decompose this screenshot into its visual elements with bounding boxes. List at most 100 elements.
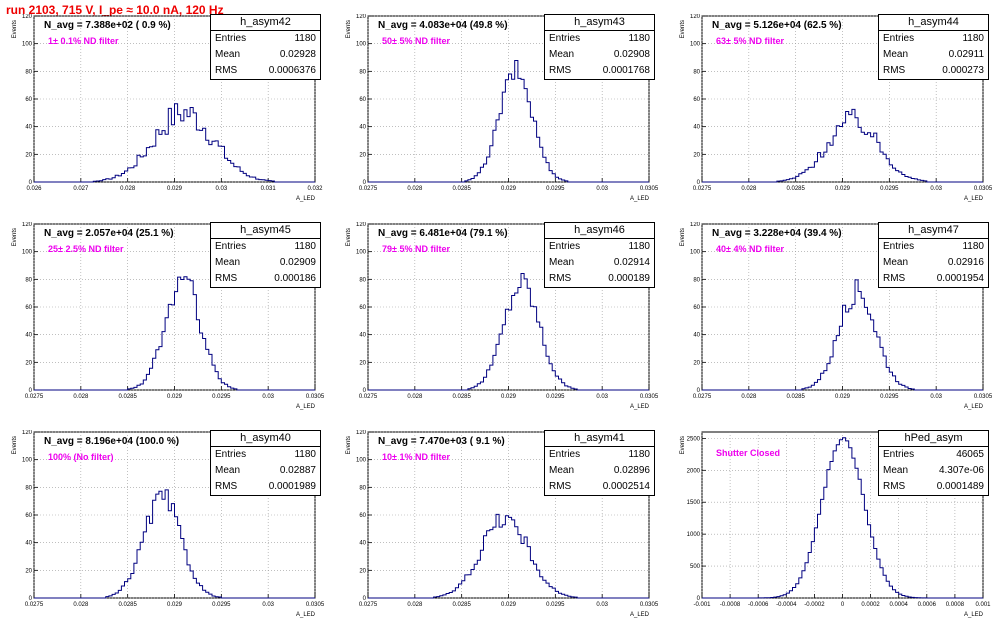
stats-row-rms: RMS 0.0002514 [545,479,654,495]
stats-value: 0.02909 [279,257,316,268]
y-tick-label: 0 [363,596,367,602]
x-tick-label: 0.0295 [546,186,565,192]
stats-value: 1180 [628,241,650,252]
x-tick-label: 0.026 [26,186,42,192]
stats-row-mean: Mean 0.02887 [211,463,320,479]
x-tick-label: 0.0305 [974,186,993,192]
histogram-panel-h_asym41: 0.0275 0.028 0.0285 0.029 0.0295 0.03 0.0305 0 2… [342,430,662,630]
x-tick-label: 0.03 [215,186,227,192]
y-tick-label: 80 [25,485,32,491]
y-tick-label: 100 [690,42,701,48]
stats-row-entries: Entries 1180 [211,447,320,463]
stats-row-entries: Entries 1180 [545,447,654,463]
x-tick-label: 0.029 [167,602,183,608]
stats-key: RMS [883,273,906,284]
stats-box: h_asym45 Entries 1180 Mean 0.02909 RMS 0.00018… [210,222,321,288]
stats-box: h_asym41 Entries 1180 Mean 0.02896 RMS 0.00025… [544,430,655,496]
y-tick-label: 0 [697,596,701,602]
y-tick-label: 100 [22,42,33,48]
x-axis-label: A_LED [296,404,316,410]
x-tick-label: 0.0305 [974,394,993,400]
y-tick-label: 120 [690,222,701,228]
histogram-line [702,108,983,183]
stats-key: Entries [549,33,581,44]
x-tick-label: 0.0305 [640,186,659,192]
histogram-name: h_asym42 [211,15,320,31]
y-tick-label: 80 [693,69,700,75]
x-tick-label: 0.0305 [640,602,659,608]
y-tick-label: 20 [25,360,32,366]
y-tick-label: 0 [29,388,33,394]
x-tick-label: 0.028 [741,394,757,400]
x-tick-label: 0.0285 [452,602,471,608]
x-tick-label: 0.0295 [212,602,231,608]
stats-value: 0.02908 [613,49,650,60]
stats-key: Entries [883,241,915,252]
y-tick-label: 20 [25,568,32,574]
y-tick-label: 120 [22,222,33,228]
y-tick-label: 80 [693,277,700,283]
x-tick-label: 0.0295 [546,602,565,608]
stats-value: 1180 [628,449,650,460]
histogram-panel-h_asym45: 0.0275 0.028 0.0285 0.029 0.0295 0.03 0.0305 0 2… [8,222,328,422]
filter-label: 79± 5% ND filter [382,244,450,254]
stats-key: Mean [215,49,241,60]
stats-row-mean: Mean 4.307e-06 [879,463,988,479]
x-tick-label: 0.0295 [546,394,565,400]
stats-box: h_asym40 Entries 1180 Mean 0.02887 RMS 0.00019… [210,430,321,496]
x-axis-label: A_LED [964,404,984,410]
y-tick-label: 40 [693,333,700,339]
x-tick-label: 0.0006 [918,602,937,608]
stats-value: 0.02911 [948,49,984,60]
y-tick-label: 80 [359,69,366,75]
y-tick-label: 20 [25,152,32,158]
x-tick-label: 0.028 [73,602,89,608]
x-tick-label: 0.028 [120,186,136,192]
y-axis-label: Events [680,436,686,454]
navg-label: N_avg = 4.083e+04 (49.8 %) [378,20,508,31]
y-tick-label: 40 [693,125,700,131]
stats-value: 0.02928 [279,49,316,60]
y-tick-label: 0 [363,388,367,394]
stats-key: Mean [883,465,909,476]
stats-key: Entries [215,33,247,44]
stats-key: RMS [215,65,238,76]
x-axis-label: A_LED [630,612,650,618]
stats-row-rms: RMS 0.0006376 [211,63,320,79]
x-tick-label: 0.03 [262,394,274,400]
histogram-name: h_asym40 [211,431,320,447]
y-tick-label: 100 [356,250,367,256]
y-axis-label: Events [346,228,352,246]
stats-box: h_asym42 Entries 1180 Mean 0.02928 RMS 0.00063… [210,14,321,80]
y-tick-label: 40 [25,125,32,131]
y-tick-label: 80 [359,485,366,491]
x-tick-label: 0.03 [262,602,274,608]
stats-value: 0.02896 [613,465,650,476]
x-tick-label: 0.032 [307,186,323,192]
y-tick-label: 60 [359,305,366,311]
stats-row-mean: Mean 0.02911 [879,47,988,63]
x-tick-label: 0.029 [167,186,183,192]
y-tick-label: 40 [359,125,366,131]
x-tick-label: -0.0008 [720,602,741,608]
stats-row-rms: RMS 0.0001989 [211,479,320,495]
x-tick-label: 0.0285 [118,602,137,608]
y-tick-label: 120 [22,14,33,20]
x-tick-label: 0.0008 [946,602,965,608]
stats-key: Mean [549,465,575,476]
stats-row-entries: Entries 1180 [545,31,654,47]
y-tick-label: 0 [697,388,701,394]
y-tick-label: 120 [356,14,367,20]
stats-value: 0.02914 [613,257,650,268]
y-tick-label: 60 [693,97,700,103]
stats-row-mean: Mean 0.02916 [879,255,988,271]
y-tick-label: 0 [363,180,367,186]
filter-label: Shutter Closed [716,448,781,458]
y-tick-label: 40 [359,333,366,339]
x-tick-label: 0.0285 [118,394,137,400]
y-axis-label: Events [12,228,18,246]
y-axis-label: Events [12,20,18,38]
x-axis-label: A_LED [296,196,316,202]
x-tick-label: 0.0275 [359,186,378,192]
x-axis-label: A_LED [964,196,984,202]
